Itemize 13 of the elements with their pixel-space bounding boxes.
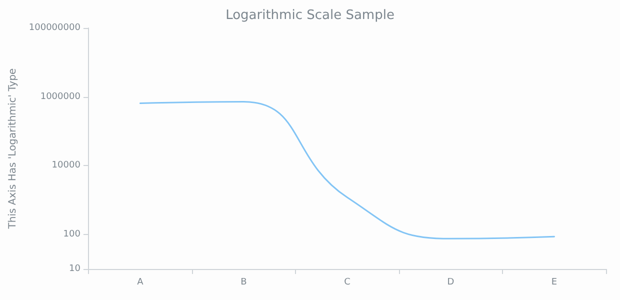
x-tick-label: C — [344, 278, 350, 288]
chart-title: Logarithmic Scale Sample — [226, 8, 394, 23]
x-tick-label: D — [447, 278, 454, 288]
y-tick-label: 1000000 — [40, 92, 81, 102]
x-tick-label: A — [137, 278, 144, 288]
y-axis-title: This Axis Has 'Logarithmic' Type — [8, 68, 18, 230]
y-tick-label: 10000 — [52, 160, 81, 171]
line-series — [139, 101, 555, 240]
y-tick-label: 10 — [68, 264, 81, 274]
y-tick-label: 100 — [63, 230, 81, 240]
y-tick-label: 100000000 — [28, 23, 81, 33]
x-tick-label: E — [551, 278, 558, 288]
x-tick-label: B — [240, 278, 247, 288]
